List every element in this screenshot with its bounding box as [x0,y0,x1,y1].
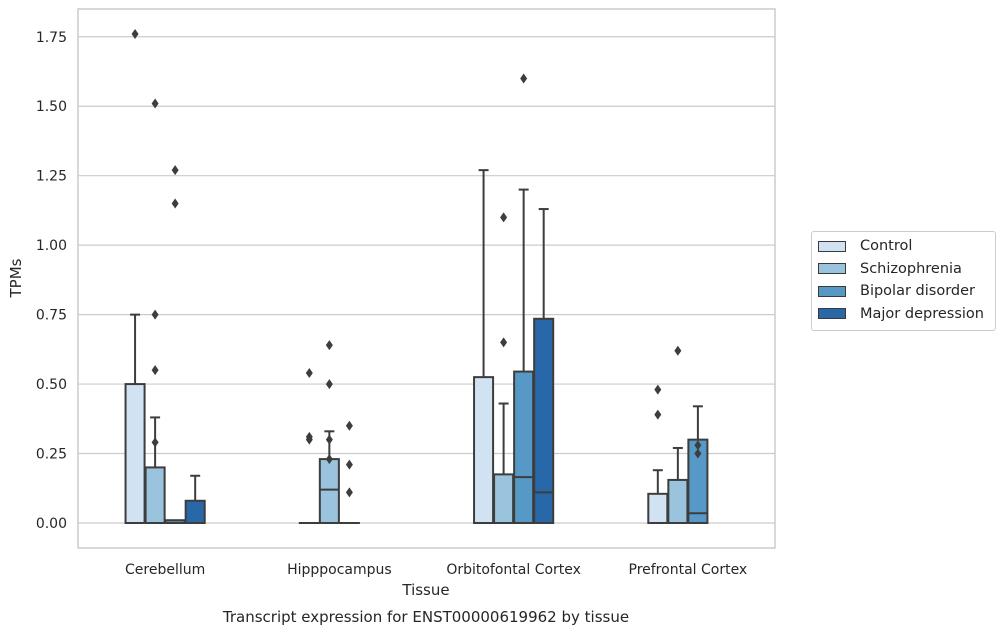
box-body [687,438,709,524]
outlier-point [305,431,313,442]
box-body [318,458,340,524]
legend-swatch [818,263,846,275]
box-control [124,29,146,524]
outlier-point [171,165,179,176]
box-schizophrenia [493,212,515,524]
box-bipolar-disorder [513,73,535,524]
legend-item: Schizophrenia [812,258,995,281]
x-tick-label: Cerebellum [125,562,205,578]
outlier-point [345,487,353,498]
chart-title: Transcript expression for ENST0000061996… [222,608,629,626]
outlier-point [694,440,702,451]
outlier-point [325,379,333,390]
legend-label: Control [860,238,913,255]
box-schizophrenia [318,340,340,524]
legend-label: Bipolar disorder [860,283,975,300]
y-tick-label: 1.50 [36,99,67,115]
outlier-point [345,459,353,470]
outlier-point [500,212,508,223]
x-axis-title: Tissue [401,581,449,599]
box-body [473,376,495,524]
outlier-point [171,198,179,209]
box-control [298,367,320,524]
x-tick-labels: Cerebellum Hipppocampus Orbitofontal Corte… [125,562,747,578]
plot-frame [77,8,776,549]
x-tick-label: Hipppocampus [287,562,392,578]
box-schizophrenia [667,345,689,524]
box-body [493,473,515,524]
x-tick-label: Orbitofontal Cortex [446,562,581,578]
box-bipolar-disorder [164,165,186,524]
y-axis-title: TPMs [7,258,25,298]
legend-swatch [818,308,846,320]
outlier-point [694,448,702,459]
y-gridlines [78,36,775,524]
box-bipolar-disorder [687,405,709,524]
outlier-point [325,434,333,445]
outlier-point [325,454,333,465]
y-tick-label: 0.00 [36,516,67,532]
legend-swatch [818,240,846,252]
y-tick-label: 1.00 [36,238,67,254]
box-series [124,29,709,524]
outlier-point [674,345,682,356]
legend-swatch [818,285,846,297]
y-tick-label: 0.50 [36,377,67,393]
box-body [533,317,555,524]
outlier-point [654,409,662,420]
box-major-depression [184,474,206,524]
box-body [667,478,689,524]
y-tick-label: 0.25 [36,447,67,463]
legend-item: Major depression [812,303,995,326]
legend-item: Control [812,235,995,258]
outlier-point [500,337,508,348]
outlier-point [325,340,333,351]
outlier-point [654,384,662,395]
legend-label: Schizophrenia [860,260,962,277]
outlier-point [131,29,139,40]
outlier-point [151,437,159,448]
y-tick-label: 1.25 [36,169,67,185]
x-tick-label: Prefrontal Cortex [629,562,748,578]
outlier-point [151,98,159,109]
box-body [647,492,669,524]
y-tick-label: 0.75 [36,308,67,324]
box-body [513,370,535,524]
y-tick-labels: 0.00 0.25 0.50 0.75 1.00 1.25 1.50 1.75 [36,30,67,532]
legend-item: Bipolar disorder [812,280,995,303]
outlier-point [151,365,159,376]
y-tick-label: 1.75 [36,30,67,46]
box-body [144,466,166,524]
outlier-point [345,420,353,431]
box-body [184,499,206,524]
box-bipolar-disorder [338,420,360,524]
legend-label: Major depression [860,305,984,322]
box-major-depression [533,208,555,524]
outlier-point [520,73,528,84]
box-schizophrenia [144,98,166,524]
box-control [473,169,495,524]
outlier-point [151,309,159,320]
outlier-point [305,367,313,378]
legend: Control Schizophrenia Bipolar disorder Majo… [811,231,996,331]
box-body [124,383,146,524]
